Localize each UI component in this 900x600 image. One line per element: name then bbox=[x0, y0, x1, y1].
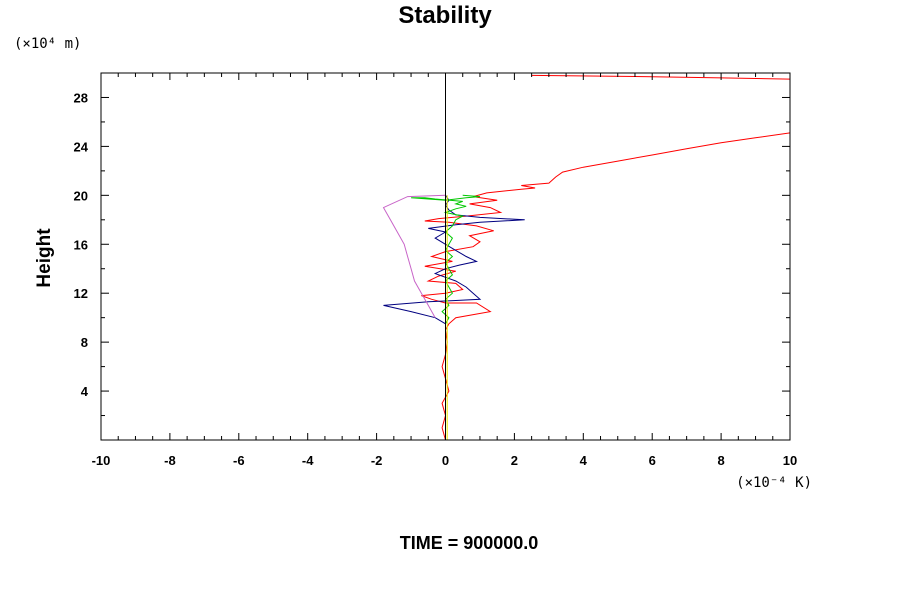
x-tick-label: 4 bbox=[580, 453, 588, 468]
y-unit-label: (×10⁴ m) bbox=[14, 36, 81, 52]
x-tick-label: 8 bbox=[717, 453, 724, 468]
series-line-3 bbox=[383, 195, 525, 440]
x-tick-label: 2 bbox=[511, 453, 518, 468]
x-tick-label: -6 bbox=[233, 453, 245, 468]
series-layer bbox=[382, 73, 790, 440]
x-tick-label: -4 bbox=[302, 453, 314, 468]
x-tick-labels: -10 -8 -6 -4 -2 0 2 4 6 8 10 bbox=[92, 453, 798, 468]
x-tick-label: 6 bbox=[649, 453, 656, 468]
x-tick-label: -10 bbox=[92, 453, 111, 468]
x-tick-label: -8 bbox=[164, 453, 176, 468]
x-unit-label: (×10⁻⁴ K) bbox=[736, 475, 812, 491]
y-tick-label: 8 bbox=[81, 335, 88, 350]
x-tick-label: -2 bbox=[371, 453, 383, 468]
y-tick-label: 12 bbox=[74, 286, 88, 301]
x-tick-label: 0 bbox=[442, 453, 449, 468]
x-tick-label: 10 bbox=[783, 453, 797, 468]
y-axis-title: Height bbox=[34, 228, 55, 288]
y-tick-label: 24 bbox=[74, 139, 89, 154]
ticks-layer bbox=[100, 73, 791, 440]
y-tick-label: 4 bbox=[81, 384, 89, 399]
series-line-2 bbox=[531, 74, 790, 80]
series-line-1 bbox=[421, 132, 790, 440]
y-tick-label: 20 bbox=[74, 188, 88, 203]
y-tick-label: 16 bbox=[74, 237, 88, 252]
time-footer: TIME = 900000.0 bbox=[400, 533, 539, 553]
y-tick-labels: 4 8 12 16 20 24 28 bbox=[74, 90, 89, 399]
y-tick-label: 28 bbox=[74, 90, 88, 105]
chart-title: Stability bbox=[398, 2, 492, 29]
series-line-5 bbox=[382, 194, 446, 318]
